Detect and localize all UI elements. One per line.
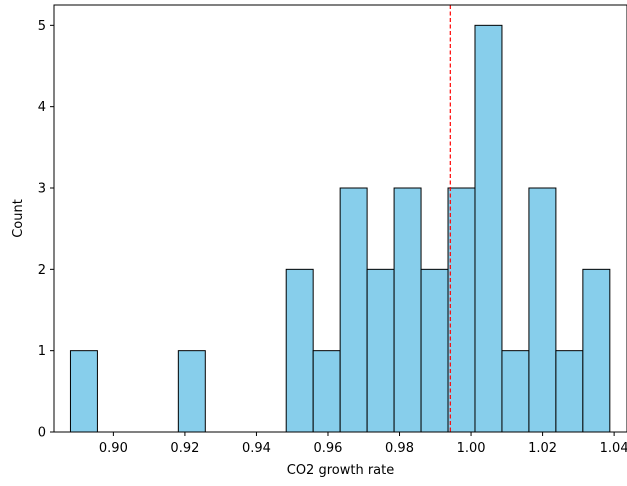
y-tick-label: 5 bbox=[38, 19, 46, 34]
x-tick-label: 0.94 bbox=[242, 441, 271, 456]
histogram-bar bbox=[393, 187, 422, 433]
x-tick-label: 0.92 bbox=[170, 441, 199, 456]
histogram-bar bbox=[420, 268, 449, 433]
histogram-bar bbox=[447, 187, 476, 433]
x-tick-label: 0.90 bbox=[99, 441, 128, 456]
y-tick-label: 0 bbox=[38, 426, 46, 441]
histogram-bar bbox=[285, 268, 314, 433]
y-axis-ticks: 0 1 2 3 4 5 bbox=[38, 19, 54, 441]
x-tick-label: 1.04 bbox=[600, 441, 627, 456]
y-tick-label: 1 bbox=[38, 344, 46, 359]
x-tick-label: 1.02 bbox=[528, 441, 557, 456]
y-tick-label: 2 bbox=[38, 263, 46, 278]
histogram-bar bbox=[69, 350, 98, 433]
histogram-bar bbox=[366, 268, 395, 433]
x-axis-ticks: 0.90 0.92 0.94 0.96 0.98 1.00 1.02 1.04 bbox=[99, 432, 627, 456]
histogram-bar bbox=[474, 24, 503, 433]
histogram-bar bbox=[528, 187, 557, 433]
x-tick-label: 1.00 bbox=[457, 441, 486, 456]
histogram-bar bbox=[312, 350, 341, 433]
histogram-bar bbox=[177, 350, 206, 433]
y-axis-label: Count bbox=[11, 199, 26, 238]
histogram-bar bbox=[555, 350, 584, 433]
x-tick-label: 0.96 bbox=[314, 441, 343, 456]
x-tick-label: 0.98 bbox=[385, 441, 414, 456]
histogram-bars bbox=[69, 24, 611, 433]
histogram-bar bbox=[582, 268, 611, 433]
histogram-bar bbox=[339, 187, 368, 433]
x-axis-label: CO2 growth rate bbox=[287, 463, 395, 478]
y-tick-label: 3 bbox=[38, 182, 46, 197]
plot-frame bbox=[53, 4, 627, 433]
y-tick-label: 4 bbox=[38, 100, 46, 115]
histogram-bar bbox=[501, 350, 530, 433]
